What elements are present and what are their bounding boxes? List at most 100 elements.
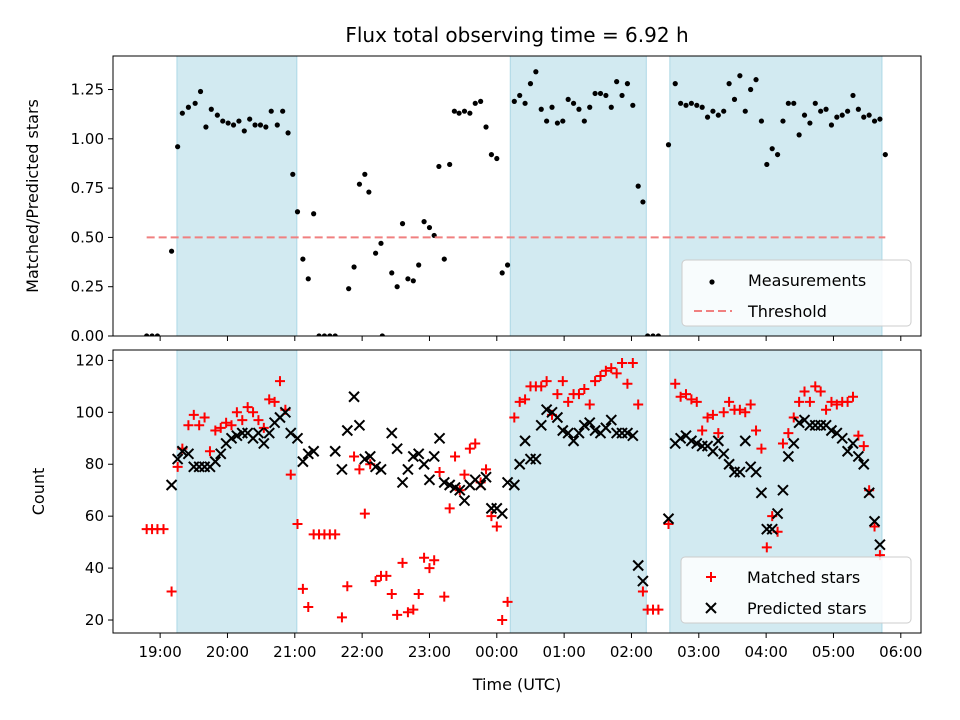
predicted-star-point: [165, 479, 178, 491]
x-tick-label: 19:00: [139, 643, 182, 661]
bottom-y-tick-label: 20: [85, 611, 104, 629]
measurement-point: [379, 333, 385, 336]
predicted-star-point: [496, 507, 508, 520]
measurement-point: [456, 110, 462, 116]
measurement-point: [263, 124, 269, 130]
predicted-star-point: [171, 453, 184, 465]
top-legend-label: Threshold: [747, 302, 827, 321]
predicted-star-point: [263, 427, 275, 439]
matched-star-point: [707, 409, 718, 420]
x-tick-label: 06:00: [879, 643, 922, 661]
measurement-point: [630, 102, 636, 108]
measurement-point: [828, 122, 835, 128]
matched-star-point: [349, 451, 360, 462]
measurement-point: [769, 146, 775, 152]
measurement-point: [144, 333, 150, 336]
predicted-star-point: [868, 515, 881, 528]
predicted-star-point: [341, 424, 354, 437]
matched-star-point: [481, 464, 492, 475]
measurement-point: [866, 112, 872, 118]
measurement-point: [311, 211, 317, 217]
measurement-point: [560, 118, 566, 124]
matched-star-point: [297, 583, 308, 594]
measurement-point: [818, 108, 824, 114]
measurement-point: [488, 151, 495, 158]
measurement-point: [467, 110, 473, 116]
matched-star-point: [172, 461, 183, 472]
matched-star-point: [686, 394, 697, 405]
predicted-star-point: [863, 487, 875, 499]
measurement-point: [780, 118, 786, 124]
measurement-point: [861, 114, 867, 120]
predicted-star-point: [755, 487, 768, 499]
top-legend: Measurements Threshold: [681, 259, 912, 327]
matched-star-point: [285, 469, 296, 480]
measurement-point: [441, 256, 447, 262]
predicted-star-point: [412, 448, 425, 460]
matched-star-point: [622, 378, 633, 389]
predicted-star-point: [458, 494, 471, 507]
top-y-tick-label: 0.00: [71, 327, 104, 345]
measurement-point: [554, 120, 561, 126]
measurement-point: [855, 106, 861, 112]
matched-star-point: [821, 404, 832, 415]
x-tick-label: 02:00: [610, 643, 653, 661]
bottom-y-tick-label: 60: [85, 507, 104, 525]
matched-star-point: [166, 586, 177, 597]
measurement-point: [587, 104, 593, 110]
top-axes-frame: [112, 55, 922, 337]
matched-star-point: [330, 529, 341, 540]
measurement-point: [608, 104, 614, 110]
predicted-star-point: [858, 458, 870, 470]
measurement-point: [683, 102, 689, 108]
matched-star-point: [419, 552, 430, 563]
measurement-point: [672, 81, 678, 87]
predicted-star-point: [454, 484, 466, 496]
predicted-star-point: [423, 474, 436, 486]
matched-star-point: [470, 438, 481, 449]
predicted-star-point: [258, 437, 270, 450]
measurement-point: [527, 81, 534, 87]
measurement-point: [257, 122, 264, 128]
measurement-point: [327, 333, 333, 336]
matched-star-point: [831, 399, 842, 410]
measurement-point: [241, 128, 247, 134]
top-y-axis-label: Matched/Predicted stars: [23, 99, 42, 293]
matched-star-point: [675, 391, 686, 402]
matched-star-point: [815, 386, 826, 397]
measurement-point: [812, 100, 818, 106]
matched-star-point: [509, 412, 520, 423]
matched-star-point: [354, 464, 365, 475]
bottom-legend-label: Matched stars: [747, 568, 860, 587]
measurement-point: [436, 163, 442, 170]
matched-star-point: [579, 383, 590, 394]
measurement-point: [294, 209, 301, 215]
measurement-point: [688, 100, 694, 106]
predicted-star-point: [508, 479, 521, 491]
measurement-point: [220, 118, 226, 124]
predicted-star-point: [750, 466, 762, 478]
matched-star-point: [740, 407, 751, 418]
measurement-point: [678, 100, 684, 106]
predicted-star-point: [279, 406, 292, 419]
predicted-star-point: [433, 432, 446, 444]
measurement-point: [185, 104, 192, 110]
predicted-star-point: [530, 453, 542, 465]
measurement-point: [290, 171, 296, 177]
predicted-star-point: [627, 429, 639, 442]
measurement-point: [785, 100, 791, 106]
matched-star-point: [502, 596, 513, 607]
matched-star-point: [183, 420, 194, 431]
top-shaded-span-1: [509, 55, 647, 337]
measurement-point: [597, 90, 604, 97]
matched-star-point: [226, 420, 237, 431]
measurement-point: [483, 124, 489, 130]
matched-star-point: [804, 396, 815, 407]
matched-star-point: [847, 391, 858, 402]
matched-star-point: [718, 407, 729, 418]
measurement-point: [399, 221, 406, 227]
measurement-point: [366, 189, 372, 195]
matched-star-point: [450, 451, 461, 462]
matched-star-point: [751, 425, 762, 436]
matched-star-point: [342, 581, 353, 592]
